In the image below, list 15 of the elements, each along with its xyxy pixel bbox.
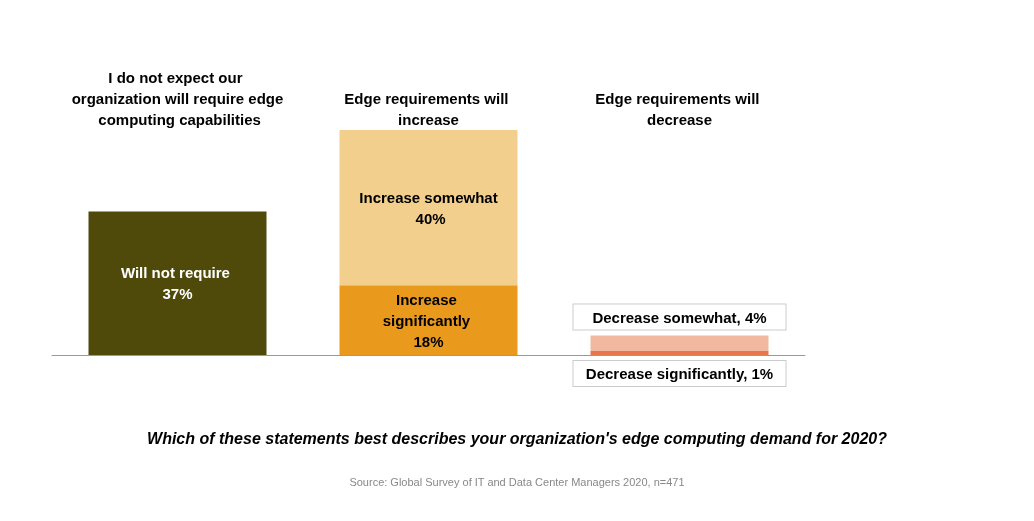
data-label: Will not require 37%	[120, 264, 235, 303]
bar	[590, 351, 769, 355]
data-label: Decrease somewhat, 4%	[592, 308, 767, 326]
data-label: Increase significantly 18%	[382, 290, 475, 350]
bar	[339, 130, 518, 286]
x-tick-label: Edge requirements will decrease	[595, 90, 764, 128]
bar	[590, 335, 769, 352]
x-axis-title: Which of these statements best describes your organization's edge computing demand for 2020?	[147, 429, 888, 447]
x-tick-label: I do not expect our organization will require edge computing capabilities	[71, 69, 284, 128]
source-note: Source: Global Survey of IT and Data Center Managers 2020, n=471	[349, 475, 685, 488]
x-tick-label: Edge requirements will increase	[344, 90, 513, 128]
data-label: Decrease significantly, 1%	[585, 365, 774, 382]
bar	[88, 211, 267, 355]
bar	[339, 285, 518, 355]
data-label: Increase somewhat 40%	[359, 188, 498, 227]
